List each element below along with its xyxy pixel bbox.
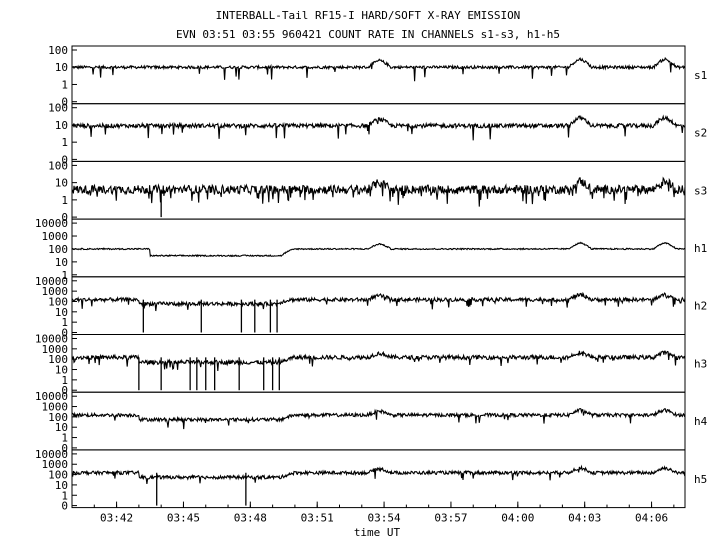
y-tick-label: 100 [48,295,68,308]
panel-frame [71,391,686,451]
y-tick-label: 100 [48,243,68,256]
y-tick-label: 10000 [35,275,68,288]
panel-label-s2: s2 [694,127,707,140]
y-tick-label: 10000 [35,217,68,230]
y-tick-label: 10000 [35,333,68,346]
y-tick-label: 10 [55,256,68,269]
y-tick-label: 0 [61,384,68,397]
x-axis: 03:42 03:45 03:48 03:51 03:54 03:57 04:00 04:03… [71,501,675,525]
x-tick-label: 04:06 [635,512,668,525]
series-h5 [71,464,686,484]
chart-subtitle: EVN 03:51 03:55 960421 COUNT RATE IN CHA… [176,28,560,41]
y-tick-label: 1 [61,316,68,329]
y-tick-label: 1 [61,136,68,149]
series-s2 [71,114,686,141]
panel-frame [71,276,686,335]
y-tick-label: 1000 [42,401,69,414]
y-tick-label: 1000 [42,343,69,356]
y-tick-label: 100 [48,469,68,482]
y-tick-label: 1000 [42,285,69,298]
y-tick-label: 100 [48,353,68,366]
x-tick-label: 03:54 [368,512,401,525]
y-tick-label: 0 [61,211,68,224]
x-tick-label: 03:48 [234,512,267,525]
y-tick-label: 100 [48,44,68,57]
panel-label-h5: h5 [694,473,707,486]
y-tick-label: 1000 [42,458,69,471]
series-h4 [71,408,686,430]
series-h3 [71,350,686,372]
y-tick-label: 10 [55,421,68,434]
y-tick-label: 10 [55,479,68,492]
x-tick-label: 03:57 [434,512,467,525]
y-tick-label: 100 [48,102,68,115]
y-tick-label: 1 [61,432,68,445]
y-tick-label: 100 [48,411,68,424]
series-s1 [71,56,686,82]
panel-label-s1: s1 [694,69,707,82]
y-tick-label: 1 [61,489,68,502]
x-tick-label: 03:42 [100,512,133,525]
panel-frame [71,45,686,105]
y-tick-label: 1 [61,269,68,282]
y-tick-label: 0 [61,153,68,166]
y-tick-label: 10 [55,364,68,377]
x-axis-label: time UT [354,526,401,539]
x-tick-label: 03:45 [167,512,200,525]
y-tick-label: 100 [48,159,68,172]
y-tick-label: 1000 [42,230,69,243]
panel-label-h3: h3 [694,357,707,370]
y-tick-label: 10 [55,177,68,190]
chart-title: INTERBALL-Tail RF15-I HARD/SOFT X-RAY EM… [216,9,521,22]
y-tick-label: 10 [55,119,68,132]
panel-label-s3: s3 [694,184,707,197]
series-h1 [71,241,686,258]
y-tick-label: 1 [61,78,68,91]
x-tick-label: 04:00 [501,512,534,525]
panels-group: 1001010s11001010s21001010s31000010001001… [35,44,708,513]
series-h2 [71,291,686,312]
y-tick-label: 10000 [35,390,68,403]
y-tick-label: 0 [61,442,68,455]
panel-label-h1: h1 [694,242,707,255]
y-tick-label: 1 [61,194,68,207]
panel-label-h4: h4 [694,415,708,428]
y-tick-label: 10000 [35,448,68,461]
y-tick-label: 10 [55,61,68,74]
x-tick-label: 04:03 [568,512,601,525]
panel-label-h2: h2 [694,300,707,313]
y-tick-label: 1 [61,374,68,387]
y-tick-label: 0 [61,96,68,109]
panel-frame [71,103,686,162]
y-tick-label: 0 [61,500,68,513]
x-tick-label: 03:51 [301,512,334,525]
series-s3 [71,176,686,207]
panel-frame [71,449,686,509]
y-tick-label: 0 [61,327,68,340]
y-tick-label: 10 [55,306,68,319]
